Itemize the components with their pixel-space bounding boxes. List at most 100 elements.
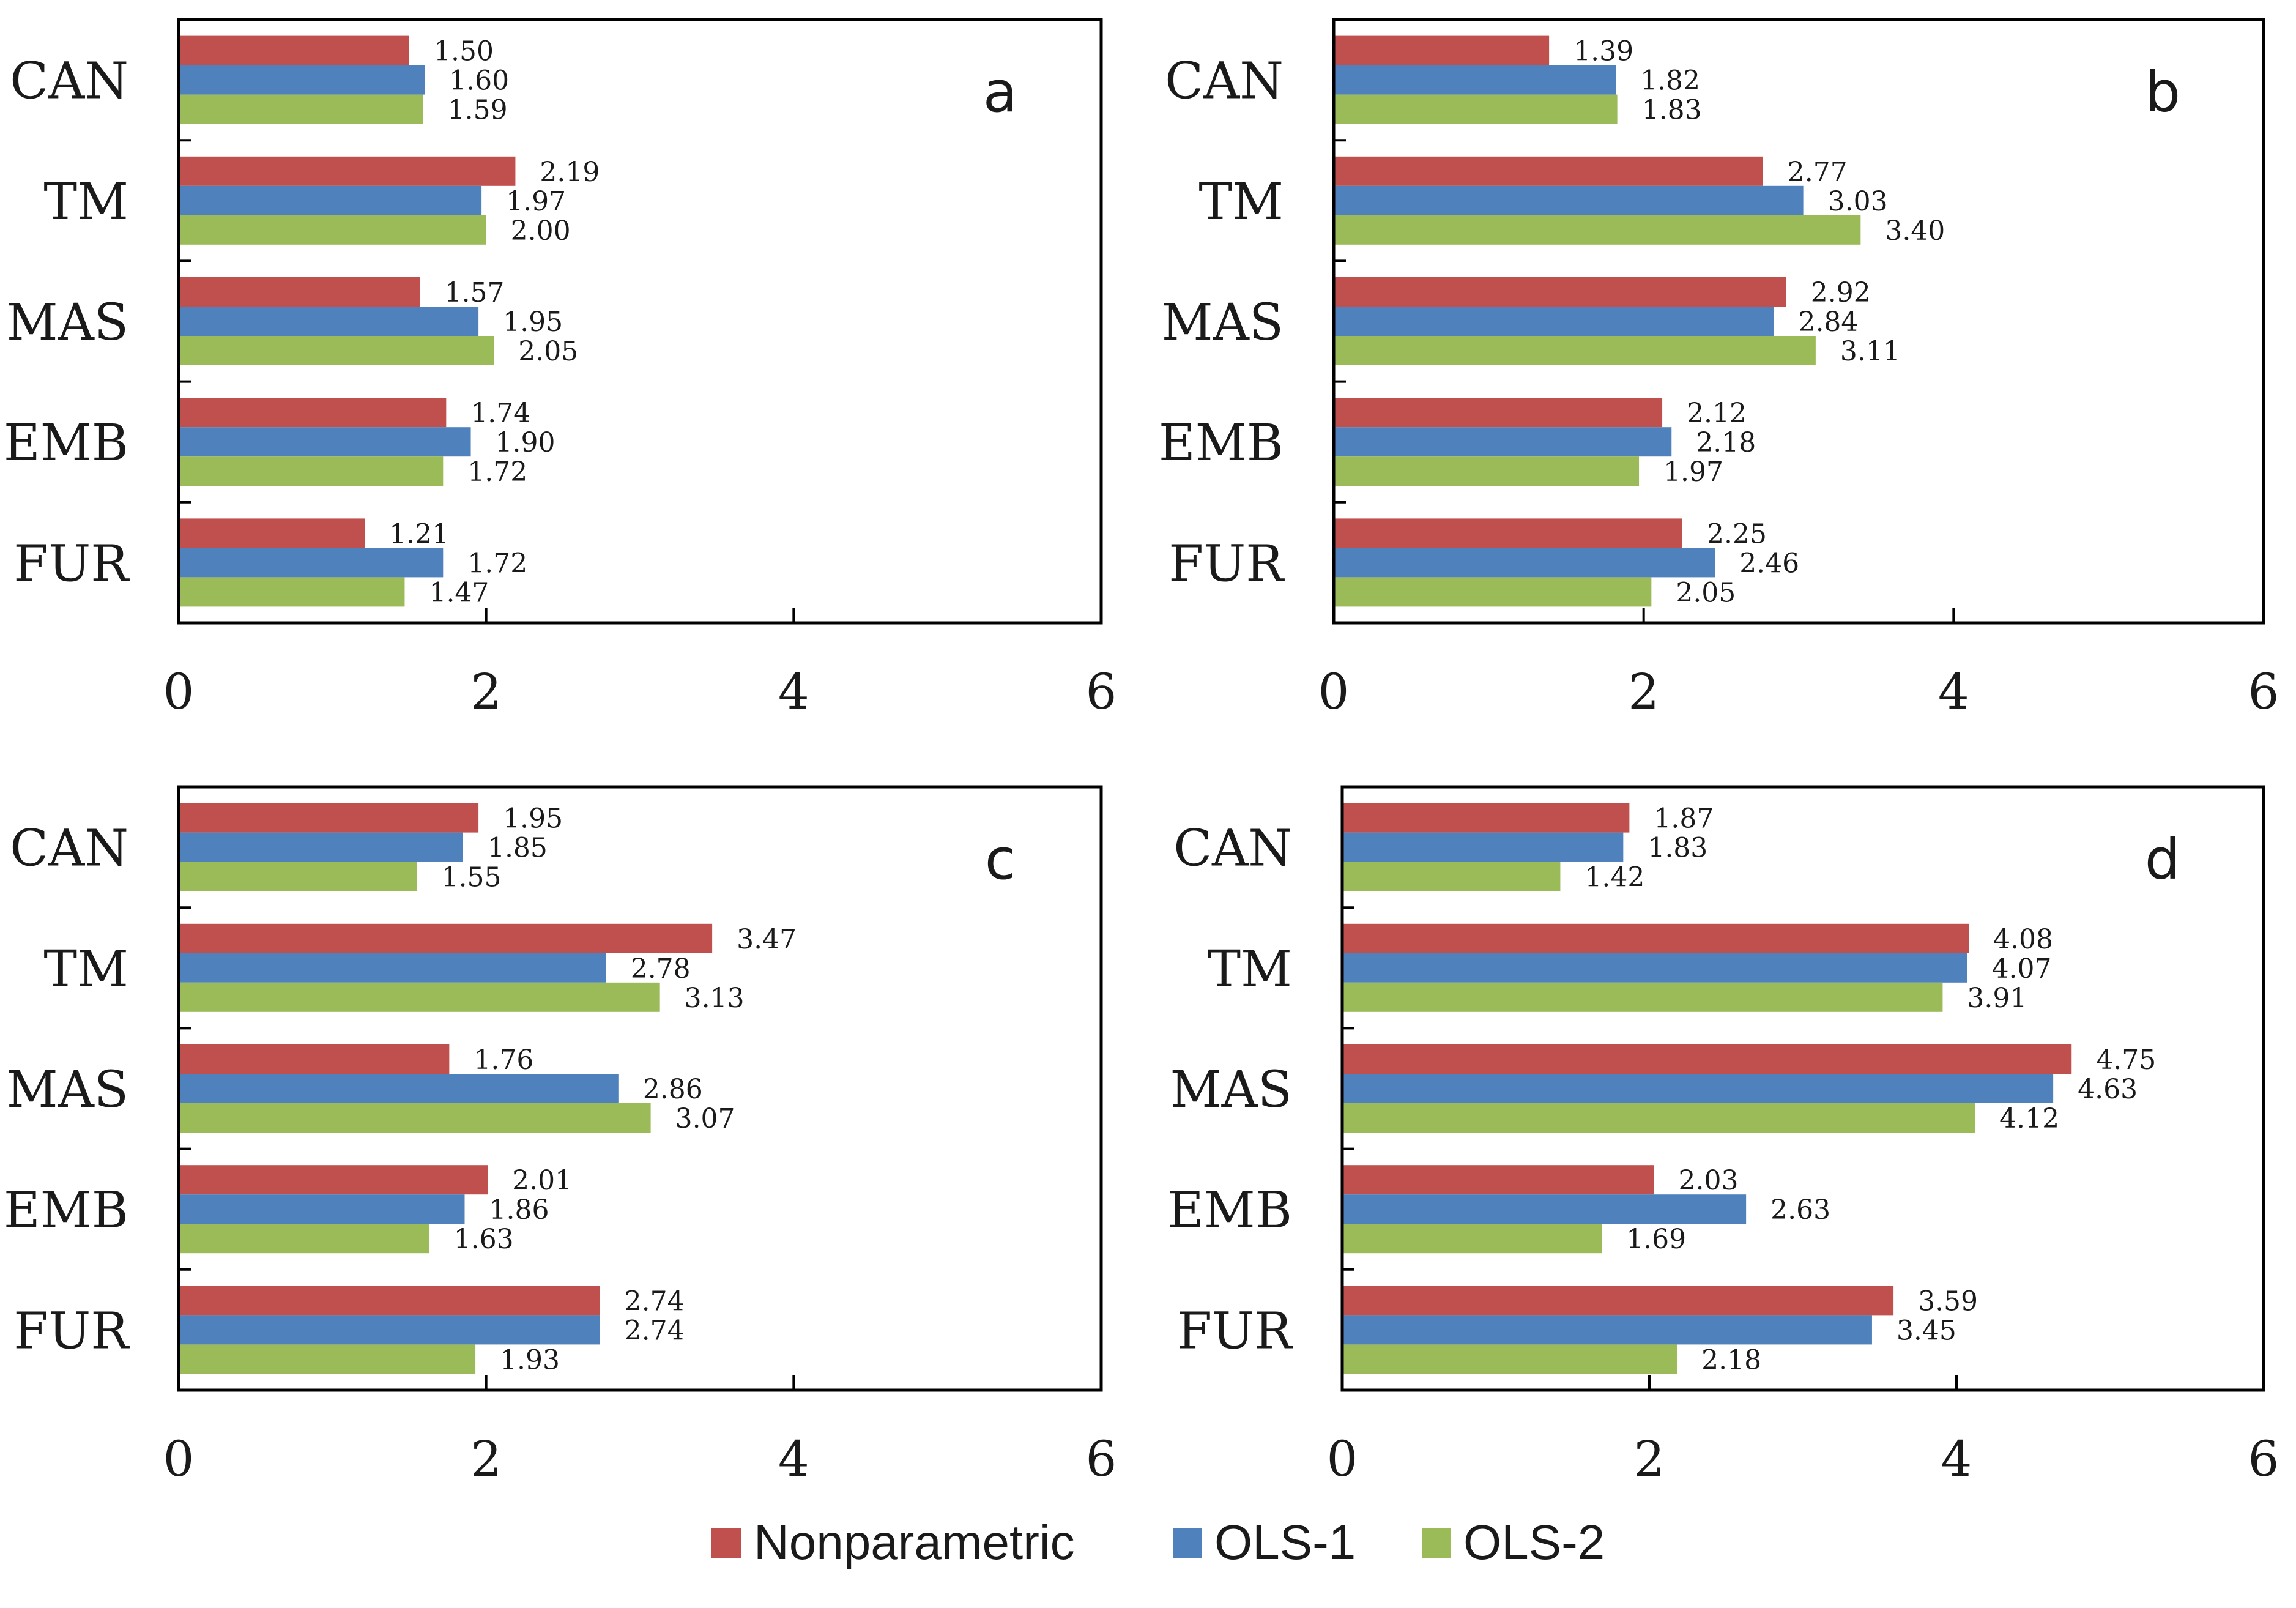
panel-a-bar-emb-ols2 bbox=[179, 456, 444, 486]
panel-a-bar-mas-ols2 bbox=[179, 336, 494, 365]
panel-c-bar-can-nonparametric bbox=[179, 803, 479, 833]
panel-c-bar-fur-nonparametric bbox=[179, 1286, 600, 1316]
panel-c-bar-fur-ols2 bbox=[179, 1344, 476, 1374]
panel-c-bar-tm-ols1 bbox=[179, 953, 606, 983]
panel-b-value-label-tm-ols2: 3.40 bbox=[1885, 215, 1945, 247]
panel-c-x-tick-label-4: 4 bbox=[778, 1431, 809, 1487]
panel-b-bar-tm-ols2 bbox=[1334, 215, 1861, 245]
panel-a-value-label-emb-nonparametric: 1.74 bbox=[470, 398, 530, 429]
panel-a-plot-frame bbox=[177, 18, 1103, 625]
panel-b-bar-tm-ols1 bbox=[1334, 185, 1804, 215]
panel-d-bar-fur-ols1 bbox=[1342, 1315, 1872, 1345]
panel-a-value-label-emb-ols2: 1.72 bbox=[467, 456, 527, 488]
legend-label-nonparametric: Nonparametric bbox=[754, 1515, 1075, 1569]
panel-b-value-label-tm-ols1: 3.03 bbox=[1828, 186, 1888, 217]
panel-b-category-label-fur: FUR bbox=[1168, 535, 1285, 593]
panel-b-value-label-emb-nonparametric: 2.12 bbox=[1687, 398, 1747, 429]
panel-a-value-label-fur-ols1: 1.72 bbox=[467, 548, 527, 579]
panel-d-x-tick-label-2: 2 bbox=[1634, 1431, 1665, 1487]
panel-d-value-label-tm-nonparametric: 4.08 bbox=[1993, 924, 2053, 955]
panel-b-category-label-emb: EMB bbox=[1159, 414, 1284, 472]
panel-d-bar-mas-nonparametric bbox=[1342, 1044, 2072, 1074]
panel-b-plot-frame bbox=[1332, 18, 2265, 625]
panel-a-bar-can-nonparametric bbox=[179, 35, 409, 65]
panel-a-value-label-tm-ols1: 1.97 bbox=[506, 186, 566, 217]
panel-a-bar-tm-nonparametric bbox=[179, 156, 516, 186]
panel-c-bar-mas-ols1 bbox=[179, 1074, 619, 1103]
panel-b-letter: b bbox=[2145, 59, 2180, 125]
panel-b-value-label-can-ols1: 1.82 bbox=[1640, 65, 1700, 97]
panel-c-value-label-mas-nonparametric: 1.76 bbox=[474, 1044, 533, 1076]
panel-a-value-label-tm-ols2: 2.00 bbox=[511, 215, 571, 247]
panel-d-value-label-can-nonparametric: 1.87 bbox=[1654, 803, 1714, 835]
panel-a-value-label-can-ols2: 1.59 bbox=[448, 95, 508, 126]
panel-b-x-tick-label-0: 0 bbox=[1318, 663, 1350, 720]
panel-d-category-label-fur: FUR bbox=[1177, 1302, 1293, 1360]
panel-c-value-label-fur-ols1: 2.74 bbox=[625, 1315, 685, 1346]
panel-d-category-label-can: CAN bbox=[1173, 820, 1292, 878]
panel-b-value-label-tm-nonparametric: 2.77 bbox=[1788, 157, 1848, 188]
panel-b-value-label-mas-ols2: 3.11 bbox=[1840, 336, 1900, 367]
panel-c-value-label-can-ols1: 1.85 bbox=[488, 833, 548, 864]
legend-label-ols1: OLS-1 bbox=[1214, 1515, 1356, 1569]
panel-a-bar-tm-ols1 bbox=[179, 185, 482, 215]
panel-b-value-label-mas-ols1: 2.84 bbox=[1798, 307, 1858, 338]
panel-d-bar-emb-ols2 bbox=[1342, 1224, 1602, 1254]
panel-c-value-label-mas-ols1: 2.86 bbox=[643, 1074, 703, 1105]
panel-d-letter: d bbox=[2145, 827, 2180, 892]
panel-a-category-label-mas: MAS bbox=[7, 294, 128, 352]
panel-d-value-label-mas-nonparametric: 4.75 bbox=[2096, 1044, 2156, 1076]
panel-a-letter: a bbox=[983, 59, 1017, 125]
panel-b-category-label-mas: MAS bbox=[1162, 294, 1284, 352]
legend-label-ols2: OLS-2 bbox=[1463, 1515, 1605, 1569]
panel-b-x-tick-label-6: 6 bbox=[2248, 663, 2279, 720]
panel-d-bar-can-nonparametric bbox=[1342, 803, 1630, 833]
panel-b-value-label-fur-ols2: 2.05 bbox=[1676, 577, 1736, 608]
panel-c-letter: c bbox=[985, 827, 1016, 892]
panel-d-value-label-mas-ols2: 4.12 bbox=[1999, 1103, 2059, 1134]
panel-d-value-label-can-ols2: 1.42 bbox=[1585, 862, 1644, 893]
panel-d-bar-tm-ols2 bbox=[1342, 982, 1943, 1012]
panel-c-value-label-emb-nonparametric: 2.01 bbox=[512, 1165, 572, 1196]
panel-d-bar-fur-nonparametric bbox=[1342, 1286, 1894, 1316]
panel-a-bar-fur-ols1 bbox=[179, 548, 444, 578]
panel-b-x-tick-label-4: 4 bbox=[1938, 663, 1969, 720]
panel-d-x-tick-label-4: 4 bbox=[1941, 1431, 1972, 1487]
panel-d-bar-mas-ols2 bbox=[1342, 1103, 1975, 1133]
panel-b-bar-can-ols2 bbox=[1334, 94, 1618, 124]
panel-a-value-label-can-ols1: 1.60 bbox=[449, 65, 509, 97]
panel-b-value-label-emb-ols1: 2.18 bbox=[1696, 427, 1756, 458]
panel-d-bar-fur-ols2 bbox=[1342, 1344, 1677, 1374]
panel-d-bar-mas-ols1 bbox=[1342, 1074, 2054, 1103]
panel-a-value-label-mas-ols2: 2.05 bbox=[518, 336, 578, 367]
panel-c-value-label-fur-nonparametric: 2.74 bbox=[625, 1286, 685, 1317]
panel-a-x-tick-label-6: 6 bbox=[1086, 663, 1117, 720]
panel-b-value-label-can-ols2: 1.83 bbox=[1642, 95, 1702, 126]
panel-b-bar-mas-ols2 bbox=[1334, 336, 1816, 365]
panel-d-value-label-fur-ols1: 3.45 bbox=[1897, 1315, 1956, 1346]
panel-c-bar-mas-ols2 bbox=[179, 1103, 651, 1133]
panel-a-value-label-fur-ols2: 1.47 bbox=[429, 577, 489, 608]
panel-c-value-label-emb-ols1: 1.86 bbox=[489, 1194, 549, 1226]
panel-c-value-label-can-nonparametric: 1.95 bbox=[503, 803, 563, 835]
panel-c-value-label-can-ols2: 1.55 bbox=[442, 862, 502, 893]
panel-d-value-label-fur-ols2: 2.18 bbox=[1701, 1344, 1761, 1375]
panel-a-x-tick-label-2: 2 bbox=[470, 663, 502, 720]
panel-a-value-label-fur-nonparametric: 1.21 bbox=[389, 518, 449, 549]
panel-c-value-label-fur-ols2: 1.93 bbox=[500, 1344, 560, 1375]
panel-b-category-label-tm: TM bbox=[1198, 173, 1284, 231]
panel-a-value-label-can-nonparametric: 1.50 bbox=[434, 36, 494, 67]
panel-c-bar-can-ols2 bbox=[179, 862, 417, 891]
panel-a-category-label-emb: EMB bbox=[4, 414, 128, 472]
panel-b-bar-mas-nonparametric bbox=[1334, 277, 1786, 307]
panel-a-value-label-mas-ols1: 1.95 bbox=[503, 307, 563, 338]
panel-a-bar-mas-nonparametric bbox=[179, 277, 420, 307]
panel-b-bar-emb-nonparametric bbox=[1334, 398, 1663, 428]
panel-b-bar-emb-ols1 bbox=[1334, 427, 1672, 457]
panel-a-value-label-tm-nonparametric: 2.19 bbox=[540, 157, 600, 188]
panel-b-category-label-can: CAN bbox=[1165, 53, 1284, 111]
panel-c-plot-frame bbox=[177, 785, 1103, 1392]
panel-d-bar-can-ols1 bbox=[1342, 832, 1624, 862]
panel-c-value-label-emb-ols2: 1.63 bbox=[454, 1224, 514, 1255]
panel-b-value-label-can-nonparametric: 1.39 bbox=[1573, 36, 1633, 67]
